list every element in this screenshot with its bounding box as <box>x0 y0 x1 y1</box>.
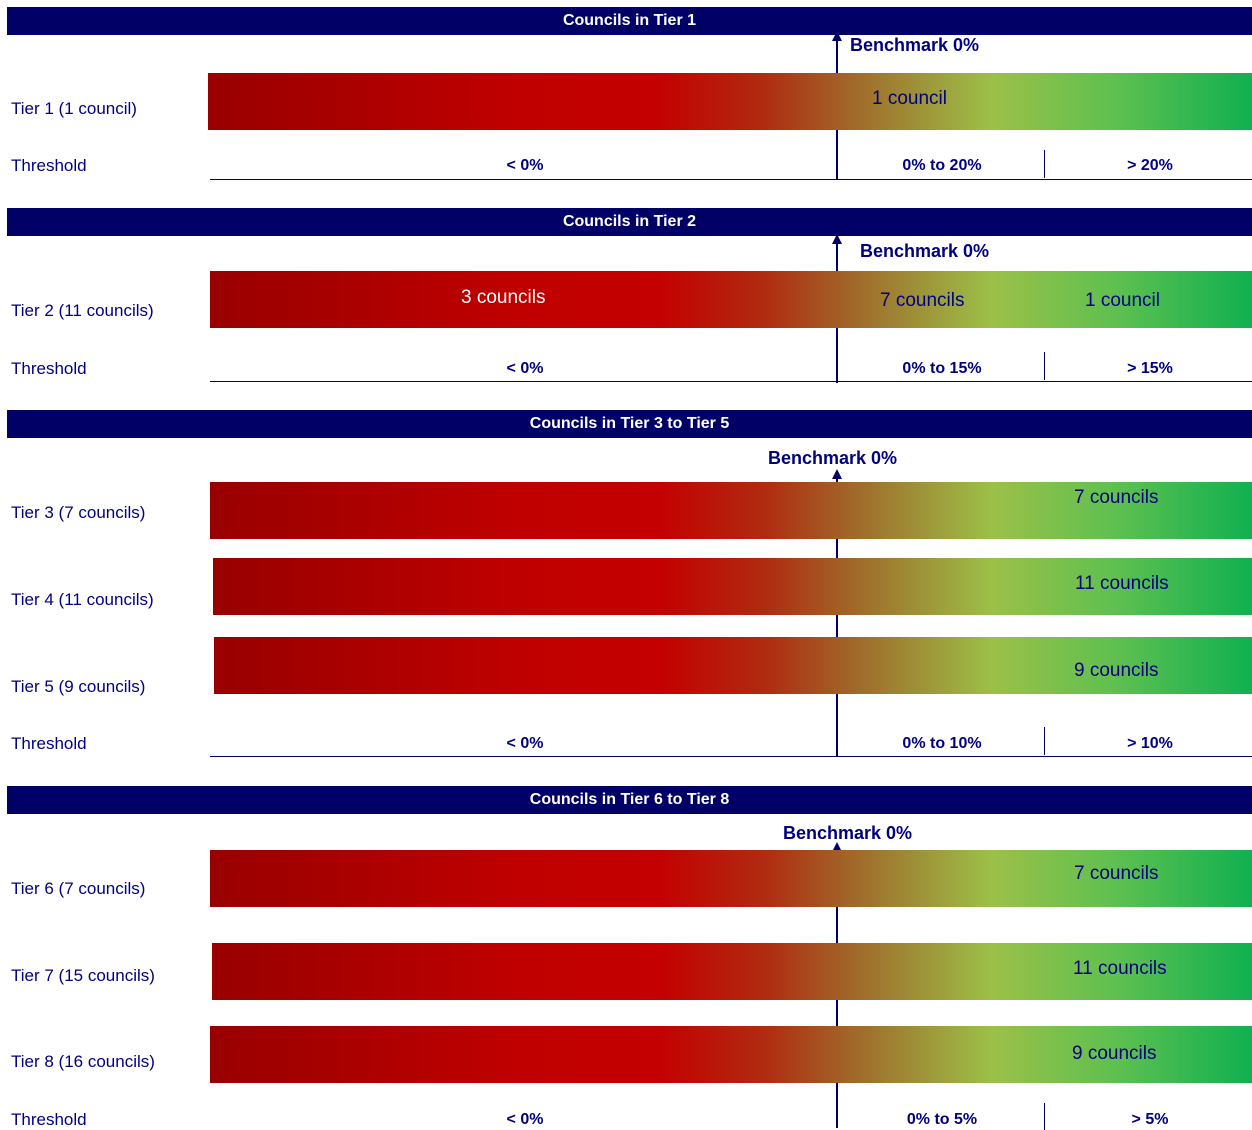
threshold-below: < 0% <box>506 157 544 174</box>
count-label-middle: 1 council <box>872 88 947 109</box>
threshold-row-label: Threshold <box>11 1110 87 1129</box>
benchmark-arrow-head <box>832 469 842 479</box>
threshold-tick <box>1044 150 1045 178</box>
threshold-tick <box>1044 1103 1045 1130</box>
benchmark-label: Benchmark 0% <box>850 35 980 55</box>
row-label: Tier 2 (11 councils) <box>11 301 154 320</box>
gradient-bar: 9 councils <box>214 637 1252 694</box>
benchmark-arrow-head <box>832 234 842 244</box>
benchmark-label: Benchmark 0% <box>768 448 898 468</box>
count-label-above: 11 councils <box>1075 573 1169 594</box>
threshold-above: > 5% <box>1131 1111 1169 1128</box>
count-label-above: 11 councils <box>1073 958 1167 979</box>
gradient-bar: 11 councils <box>213 558 1252 615</box>
benchmark-arrow-line <box>836 478 838 756</box>
row-label: Tier 7 (15 councils) <box>11 966 155 985</box>
chart-title: Councils in Tier 3 to Tier 5 <box>7 410 1252 438</box>
benchmark-label: Benchmark 0% <box>860 241 990 261</box>
gradient-bar: 7 councils <box>210 482 1252 539</box>
threshold-below: < 0% <box>506 1111 544 1128</box>
count-label-above: 9 councils <box>1072 1043 1157 1064</box>
threshold-middle: 0% to 10% <box>902 735 982 752</box>
row-label: Tier 3 (7 councils) <box>11 503 146 522</box>
row-label: Tier 8 (16 councils) <box>11 1052 155 1071</box>
count-label-below: 3 councils <box>461 287 546 308</box>
threshold-axis <box>210 179 1252 180</box>
threshold-below: < 0% <box>506 360 544 377</box>
row-label: Tier 5 (9 councils) <box>11 677 146 696</box>
threshold-axis <box>210 381 1252 382</box>
chart-title: Councils in Tier 6 to Tier 8 <box>7 786 1252 814</box>
threshold-axis <box>210 756 1252 757</box>
count-label-above: 7 councils <box>1074 863 1159 884</box>
row-label: Tier 4 (11 councils) <box>11 590 154 609</box>
threshold-below: < 0% <box>506 735 544 752</box>
threshold-middle: 0% to 5% <box>906 1111 978 1128</box>
chart-title: Councils in Tier 1 <box>7 7 1252 35</box>
gradient-bar: 9 councils <box>210 1026 1252 1083</box>
gradient-bar: 3 councils 7 councils 1 council <box>210 271 1252 328</box>
row-label: Tier 6 (7 councils) <box>11 879 146 898</box>
count-label-above: 7 councils <box>1074 487 1159 508</box>
threshold-tick <box>1044 352 1045 380</box>
threshold-above: > 20% <box>1127 157 1173 174</box>
gradient-bar: 7 councils <box>210 850 1252 907</box>
gradient-bar: 1 council <box>208 73 1252 130</box>
benchmark-arrow-head <box>832 842 842 852</box>
benchmark-label: Benchmark 0% <box>783 823 913 843</box>
count-label-above: 9 councils <box>1074 660 1159 681</box>
count-label-middle: 7 councils <box>880 290 965 311</box>
threshold-middle: 0% to 15% <box>902 360 982 377</box>
row-label: Tier 1 (1 council) <box>11 99 137 118</box>
chart-title: Councils in Tier 2 <box>7 208 1252 236</box>
threshold-row-label: Threshold <box>11 156 87 175</box>
count-label-above: 1 council <box>1085 290 1160 311</box>
threshold-above: > 15% <box>1127 360 1173 377</box>
benchmark-arrow-head <box>832 31 842 41</box>
threshold-middle: 0% to 20% <box>902 157 982 174</box>
threshold-row-label: Threshold <box>11 734 87 753</box>
threshold-row-label: Threshold <box>11 359 87 378</box>
threshold-above: > 10% <box>1127 735 1173 752</box>
gradient-bar: 11 councils <box>212 943 1252 1000</box>
threshold-tick <box>1044 727 1045 755</box>
